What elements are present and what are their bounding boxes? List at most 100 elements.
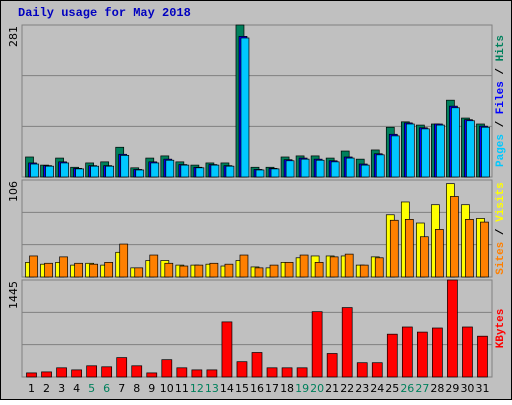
bar (75, 168, 84, 178)
chart-title: Daily usage for May 2018 (18, 6, 191, 20)
legend-separator: / (495, 114, 507, 134)
legend-entry: Sites (495, 242, 507, 275)
bar (270, 168, 280, 178)
bar (86, 365, 97, 378)
bar (269, 264, 279, 278)
bar (481, 126, 490, 178)
x-tick-label: 4 (73, 382, 80, 395)
bar (356, 362, 368, 378)
bar (206, 369, 218, 378)
legend-entry: Pages (495, 134, 507, 167)
bar (447, 279, 458, 378)
bar (180, 164, 190, 178)
bar (359, 264, 369, 278)
bar (344, 253, 354, 278)
x-tick-label: 11 (175, 382, 189, 395)
bar (315, 159, 325, 178)
x-tick-label: 2 (43, 382, 50, 395)
bar (195, 167, 205, 178)
x-tick-label: 29 (445, 382, 459, 395)
bar (59, 256, 68, 278)
bar (105, 165, 115, 178)
x-tick-label: 20 (310, 382, 324, 395)
bar (191, 369, 203, 378)
bar (420, 236, 429, 278)
x-tick-label: 22 (340, 382, 354, 395)
legend: Pages / Files / Hits (495, 35, 507, 167)
bar (450, 196, 459, 278)
legend: KBytes (495, 309, 507, 349)
legend-separator: / (495, 61, 507, 81)
bar (176, 367, 188, 378)
bar (26, 372, 37, 378)
bar (330, 161, 340, 178)
bar (390, 135, 400, 178)
bar (210, 164, 220, 178)
bar (266, 367, 278, 378)
bar (329, 256, 339, 278)
bar (389, 219, 399, 278)
bar (161, 359, 173, 378)
bar (150, 162, 160, 178)
y-tick-label: 106 (7, 181, 20, 202)
bar (477, 335, 488, 378)
bar (240, 37, 250, 178)
x-tick-label: 7 (118, 382, 125, 395)
x-tick-label: 23 (355, 382, 369, 395)
y-tick-label: 1445 (7, 281, 20, 309)
bar (405, 123, 415, 178)
bar (296, 367, 308, 378)
x-tick-label: 28 (430, 382, 444, 395)
bar (45, 165, 54, 178)
legend-entry: Visits (495, 182, 507, 222)
bar (466, 120, 475, 178)
x-tick-label: 19 (295, 382, 309, 395)
x-tick-label: 30 (460, 382, 474, 395)
bar (281, 367, 293, 378)
bar (209, 262, 219, 278)
bar (435, 229, 444, 278)
x-tick-label: 26 (400, 382, 414, 395)
x-tick-label: 3 (58, 382, 65, 395)
x-tick-label: 8 (133, 382, 140, 395)
bar (360, 164, 370, 178)
bar (285, 160, 295, 178)
bar (341, 307, 353, 378)
bar (417, 331, 428, 378)
bar (386, 333, 398, 378)
x-tick-label: 17 (265, 382, 279, 395)
bar (44, 262, 53, 278)
x-tick-label: 10 (160, 382, 174, 395)
bar (60, 162, 69, 178)
bar (164, 262, 174, 278)
bar (239, 254, 249, 278)
bar (451, 107, 460, 178)
bar (74, 262, 83, 278)
bar (371, 362, 383, 378)
bar (194, 264, 204, 278)
legend-separator: / (495, 222, 507, 242)
x-tick-label: 13 (205, 382, 219, 395)
bar (101, 366, 113, 378)
bar (299, 254, 309, 278)
bar (401, 326, 413, 378)
bar (134, 267, 144, 278)
bar (131, 365, 143, 378)
bar (254, 267, 264, 278)
bar (179, 265, 189, 278)
bar (71, 369, 82, 378)
bar (255, 169, 265, 178)
bar (104, 262, 114, 278)
bar (135, 169, 145, 178)
x-tick-label: 25 (385, 382, 399, 395)
x-tick-label: 15 (235, 382, 249, 395)
bar (300, 158, 310, 178)
bar (421, 128, 430, 178)
bar (225, 165, 235, 178)
x-tick-label: 31 (475, 382, 489, 395)
bar (374, 257, 384, 278)
bar (236, 361, 248, 378)
y-tick-label: 281 (7, 26, 20, 47)
x-tick-label: 21 (325, 382, 339, 395)
